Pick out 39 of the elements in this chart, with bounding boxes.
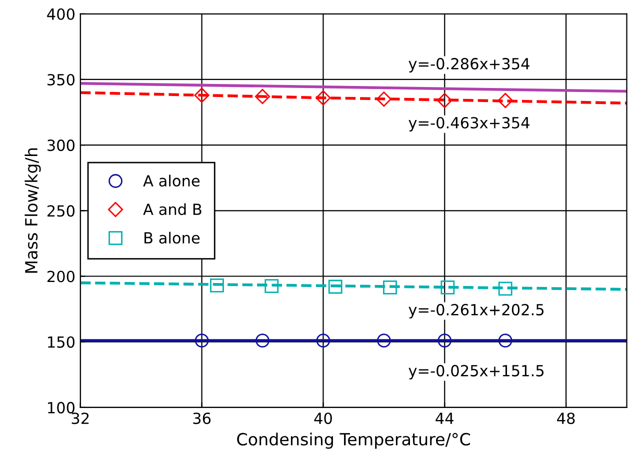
point: [498, 282, 512, 296]
point: [376, 92, 392, 107]
annotation: y=-0.286x+354: [408, 58, 530, 72]
point: [328, 280, 342, 294]
x-axis-title: Condensing Temperature/°C: [237, 432, 470, 449]
point: [498, 334, 512, 348]
x-tick-label: 48: [557, 412, 575, 424]
x-tick-label: 32: [72, 412, 89, 424]
point: [498, 92, 513, 108]
point: [437, 92, 452, 108]
legend-label: A alone: [143, 174, 200, 187]
y-tick-label: 250: [47, 205, 75, 217]
annotation: y=-0.463x+354: [408, 116, 530, 132]
point: [376, 334, 391, 348]
legend-label: A and B: [143, 203, 202, 216]
point: [194, 88, 210, 103]
point: [264, 279, 279, 294]
point: [383, 280, 397, 294]
point: [256, 334, 270, 348]
point: [194, 334, 209, 348]
y-tick-label: 300: [48, 140, 75, 152]
annotation: y=-0.261x+202.5: [408, 304, 544, 318]
point: [254, 88, 270, 104]
point: [210, 278, 224, 292]
y-tick-label: 350: [48, 74, 75, 86]
y-axis-title: Mass Flow/kg/h: [24, 148, 41, 273]
x-tick-label: 36: [193, 412, 211, 424]
annotation: y=-0.025x+151.5: [408, 364, 544, 380]
x-tick-label: 40: [314, 412, 332, 424]
y-tick-label: 100: [48, 402, 75, 414]
y-tick-label: 200: [47, 270, 75, 282]
y-tick-label: 150: [48, 336, 75, 348]
y-tick-label: 400: [47, 8, 75, 20]
point: [316, 90, 331, 106]
point: [438, 334, 452, 348]
point: [440, 280, 455, 294]
point: [316, 334, 330, 348]
legend-label: B alone: [144, 232, 200, 244]
x-tick-label: 44: [436, 412, 454, 424]
